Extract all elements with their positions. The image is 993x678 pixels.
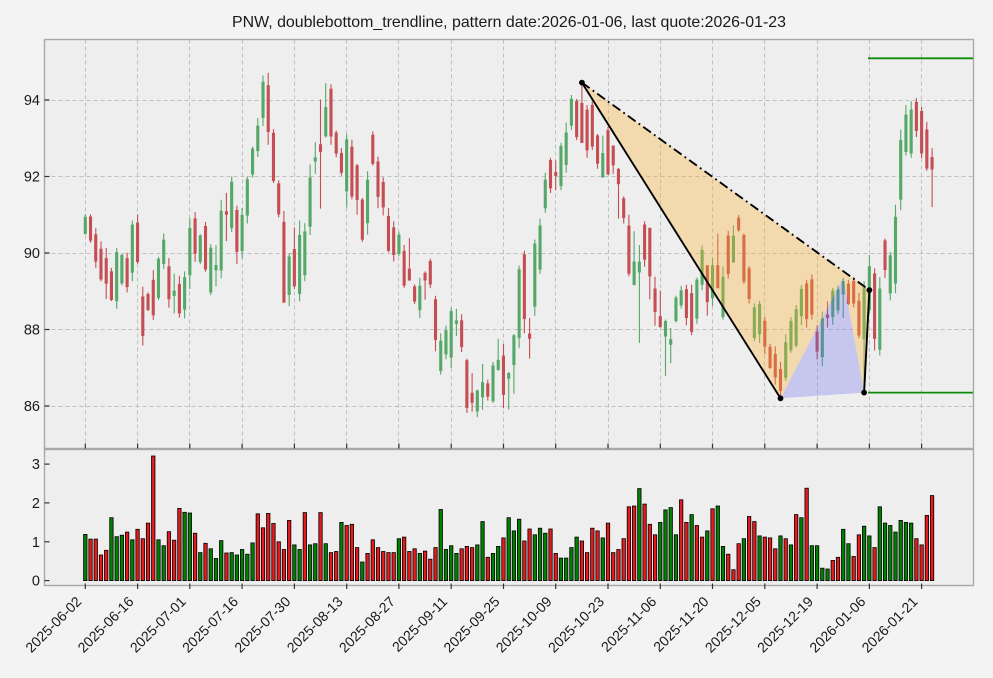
svg-text:92: 92	[24, 170, 40, 186]
svg-text:3: 3	[32, 457, 40, 473]
svg-text:94: 94	[24, 93, 40, 109]
svg-text:1: 1	[32, 535, 40, 551]
svg-text:90: 90	[24, 246, 40, 262]
svg-text:0: 0	[32, 574, 40, 590]
svg-text:2: 2	[32, 496, 40, 512]
svg-text:86: 86	[24, 399, 40, 415]
svg-text:88: 88	[24, 323, 40, 339]
svg-text:PNW, doublebottom_trendline, p: PNW, doublebottom_trendline, pattern dat…	[232, 14, 786, 31]
